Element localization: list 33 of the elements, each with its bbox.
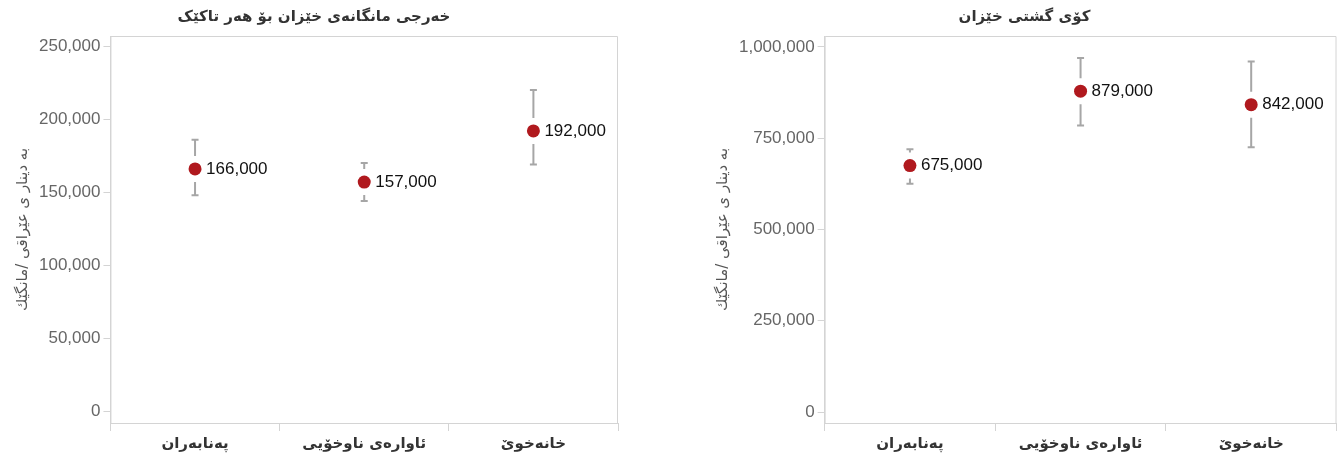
- y-tick-label: 0: [805, 401, 815, 421]
- x-tick-label: ئاوارەی ناوخۆیی: [1018, 433, 1143, 452]
- chart-title: خەرجی مانگانەی خێزان بۆ هەر تاکێک: [177, 6, 451, 25]
- y-tick-label: 500,000: [753, 219, 815, 239]
- point: [903, 159, 917, 173]
- x-tick-label: ئاوارەی ناوخۆیی: [302, 433, 427, 452]
- x-tick-label: پەنابەران: [876, 433, 944, 453]
- data-label: 192,000: [544, 120, 606, 140]
- point: [357, 175, 371, 189]
- y-tick-label: 200,000: [39, 108, 101, 128]
- y-tick-label: 50,000: [48, 327, 101, 347]
- data-label: 166,000: [206, 158, 268, 178]
- chart-title: کۆی گشتی خێزان: [958, 6, 1091, 25]
- point: [526, 124, 540, 138]
- x-tick-label: خانەخوێ: [1218, 433, 1284, 452]
- data-label: 675,000: [920, 155, 983, 175]
- y-axis-title: بە دینار ی عێراقی /مانگێك: [12, 147, 31, 312]
- point: [188, 162, 202, 176]
- y-tick-label: 0: [90, 401, 101, 420]
- x-tick-label: پەنابەران: [161, 433, 229, 453]
- y-tick-label: 250,000: [39, 35, 101, 55]
- point: [1074, 84, 1088, 98]
- data-label: 879,000: [1091, 80, 1154, 100]
- y-tick-label: 750,000: [753, 127, 815, 147]
- data-label: 157,000: [375, 171, 437, 191]
- y-tick-label: 100,000: [39, 254, 101, 274]
- data-label: 842,000: [1262, 94, 1324, 114]
- y-axis-title: بە دینار ی عێراقی /مانگێك: [712, 147, 731, 312]
- point: [1244, 98, 1258, 112]
- y-tick-label: 1,000,000: [738, 36, 815, 56]
- y-tick-label: 250,000: [753, 310, 815, 330]
- x-tick-label: خانەخوێ: [500, 433, 566, 452]
- y-tick-label: 150,000: [39, 181, 101, 201]
